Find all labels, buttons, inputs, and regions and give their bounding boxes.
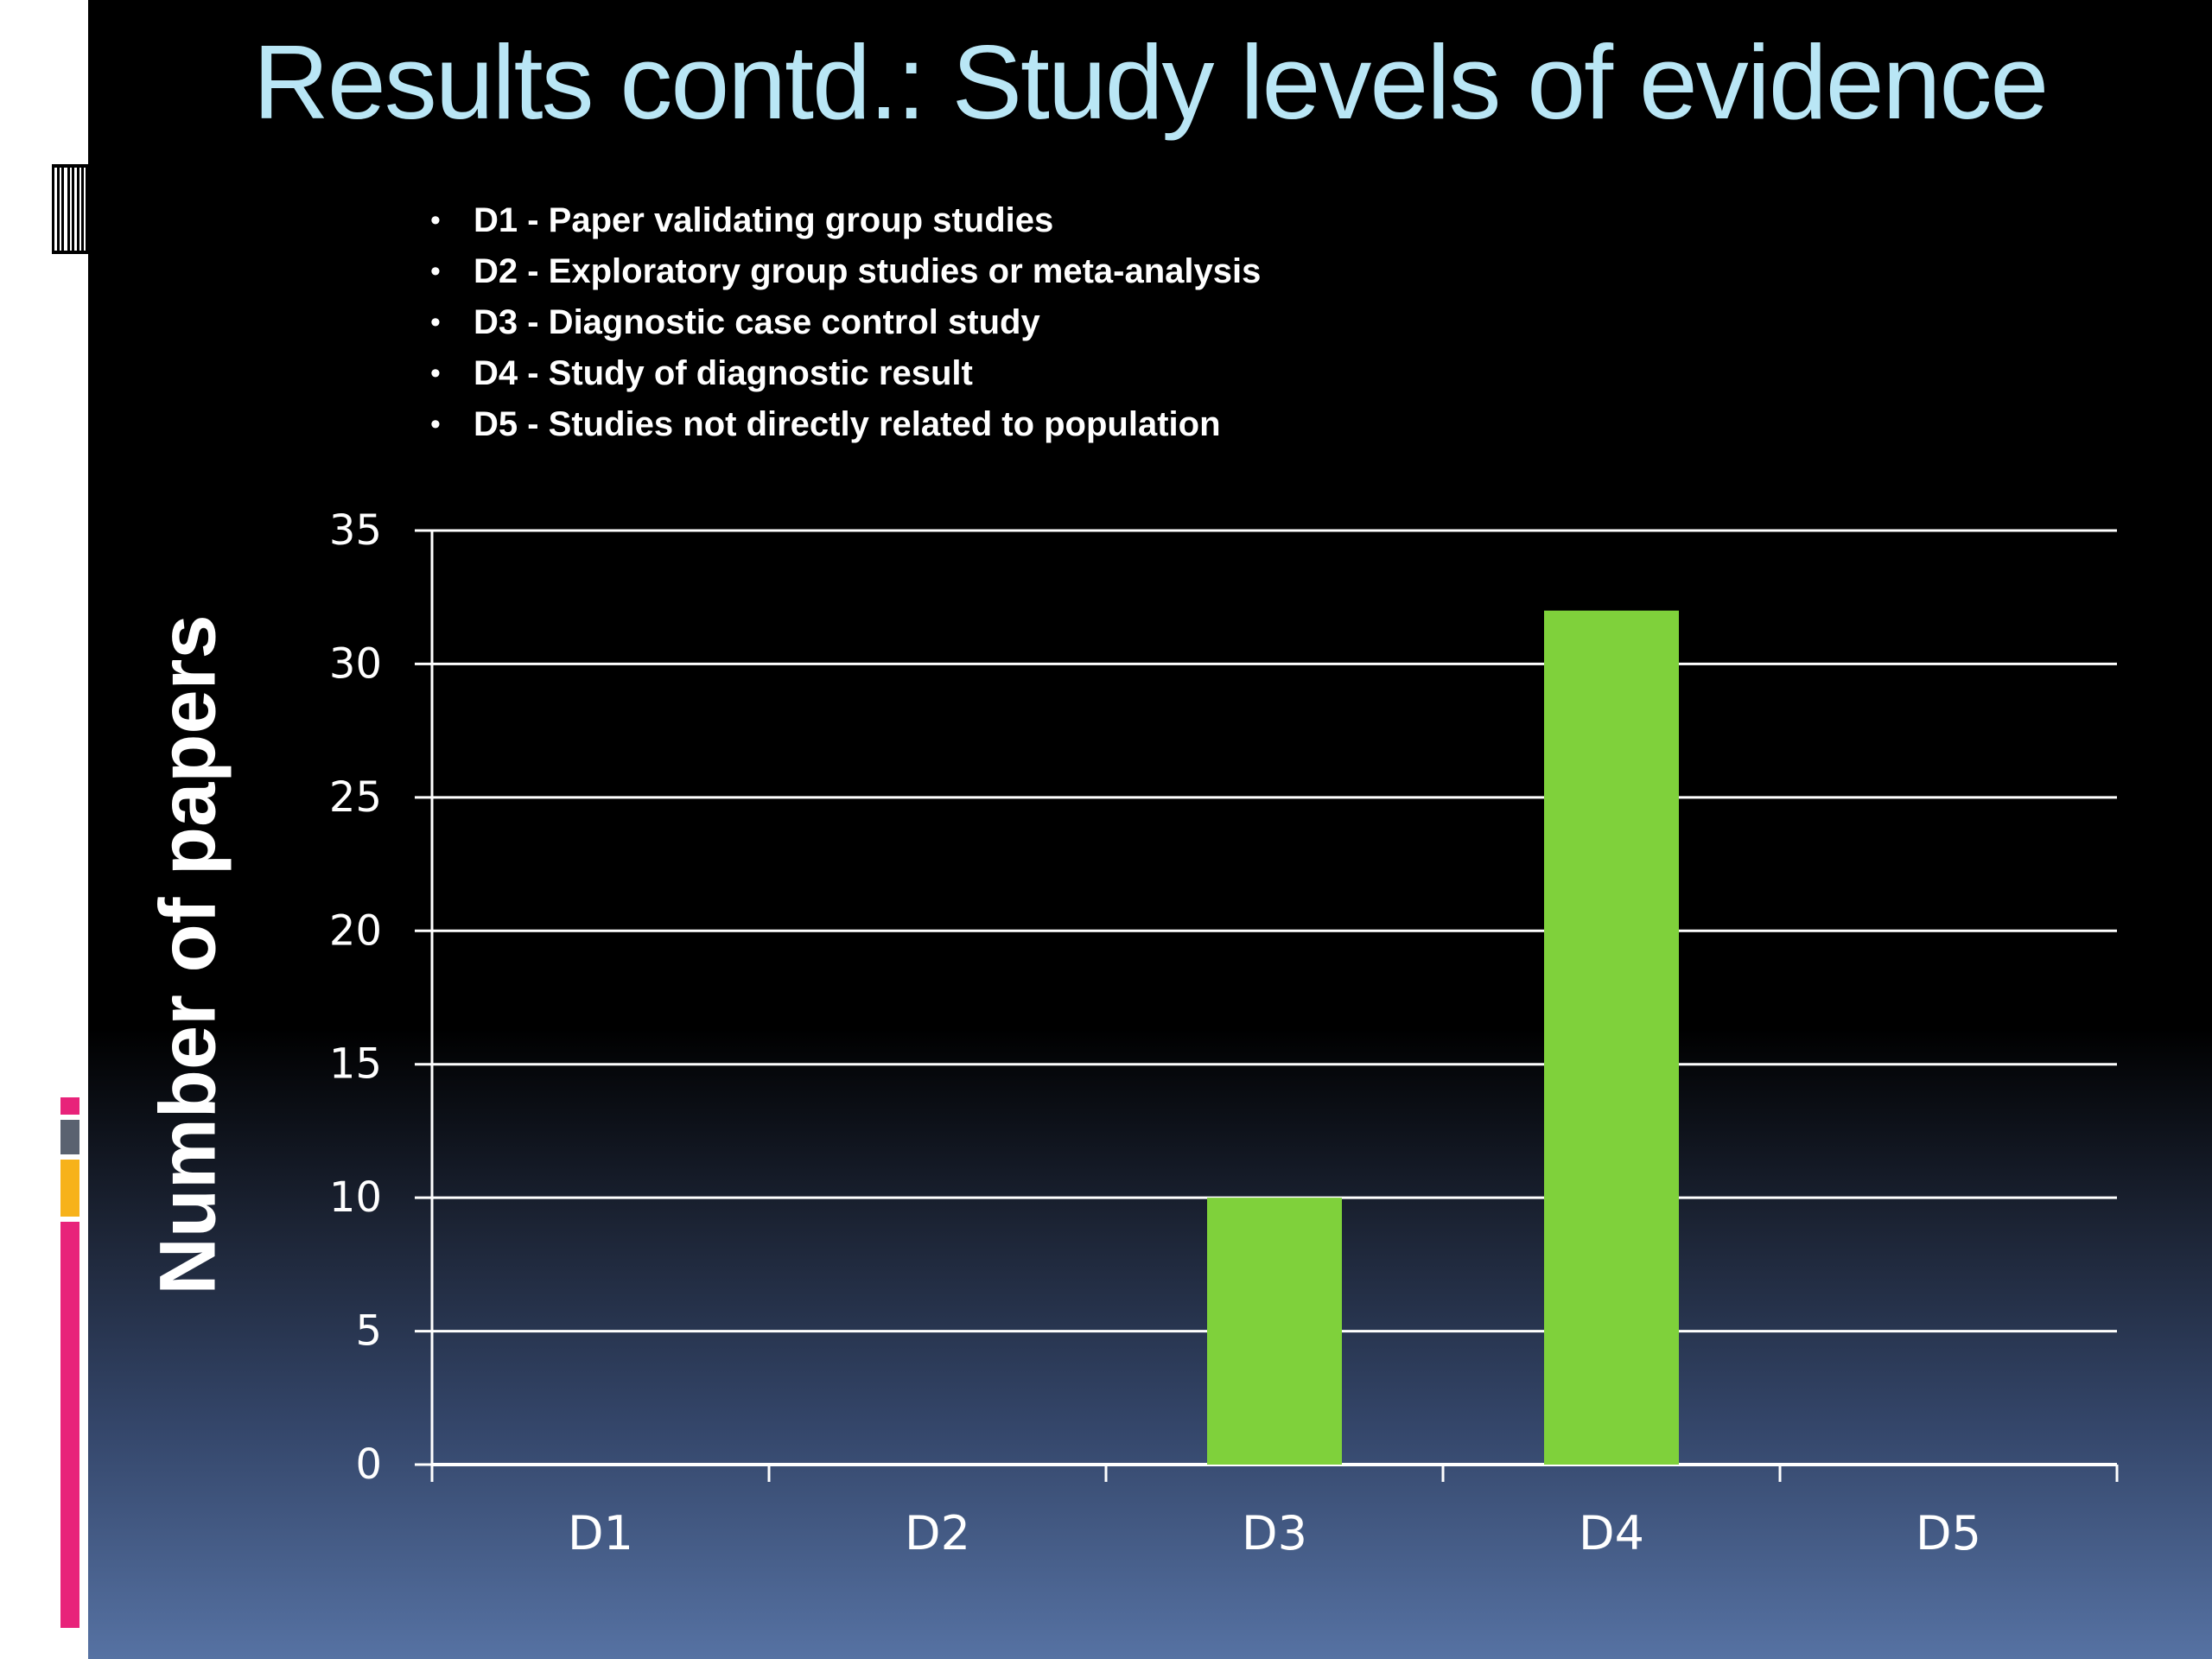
definition-item-d5: D5 - Studies not directly related to pop…	[423, 399, 1261, 450]
x-tick-label: D3	[1242, 1506, 1307, 1560]
x-tick-label: D5	[1916, 1506, 1981, 1560]
y-tick-label: 35	[329, 506, 382, 555]
y-tick-label: 20	[329, 906, 382, 955]
x-tick-label: D2	[905, 1506, 970, 1560]
x-tick-label: D4	[1579, 1506, 1644, 1560]
bar-d4	[1544, 610, 1679, 1465]
y-tick-label: 0	[355, 1440, 382, 1489]
y-tick-label: 10	[329, 1173, 382, 1222]
level-definitions-list: D1 - Paper validating group studies D2 -…	[423, 195, 1261, 450]
accent-bar-gray	[60, 1120, 79, 1154]
y-tick-label: 30	[329, 639, 382, 688]
accent-bar-pink-small	[60, 1097, 79, 1115]
barcode-decoration	[52, 164, 88, 254]
accent-bar-pink-long	[60, 1222, 79, 1628]
definition-item-d4: D4 - Study of diagnostic result	[423, 348, 1261, 399]
accent-bar-yellow	[60, 1160, 79, 1217]
definition-item-d1: D1 - Paper validating group studies	[423, 195, 1261, 246]
y-tick-label: 5	[355, 1307, 382, 1356]
y-tick-label: 25	[329, 773, 382, 822]
definition-item-d2: D2 - Exploratory group studies or meta-a…	[423, 246, 1261, 297]
definition-item-d3: D3 - Diagnostic case control study	[423, 297, 1261, 348]
y-tick-label: 15	[329, 1040, 382, 1089]
slide-title: Results contd.: Study levels of evidence	[252, 23, 2050, 141]
x-tick-label: D1	[568, 1506, 633, 1560]
bar-d3	[1207, 1198, 1342, 1465]
